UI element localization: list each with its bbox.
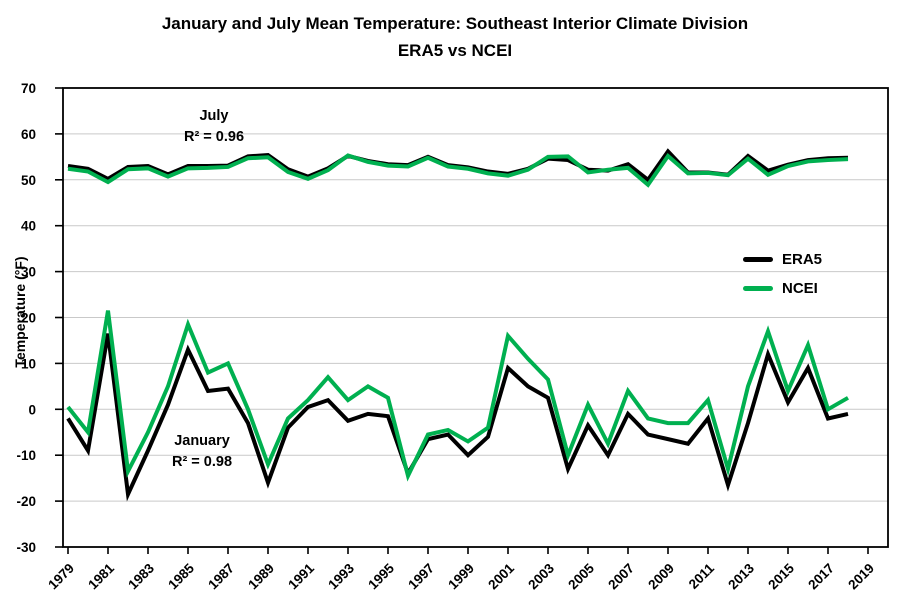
legend-label-ncei: NCEI <box>782 280 818 297</box>
january-r-squared: R² = 0.98 <box>171 454 233 470</box>
x-tick-label: 2019 <box>845 561 877 593</box>
x-tick-label: 1987 <box>205 561 237 593</box>
y-tick-label: 70 <box>21 81 36 96</box>
x-tick-label: 2011 <box>686 560 718 592</box>
x-tick-label: 1993 <box>325 560 357 592</box>
january-annotation: January R² = 0.98 <box>137 431 267 473</box>
era5-line-swatch <box>743 257 773 262</box>
x-tick-label: 2001 <box>485 560 517 592</box>
y-tick-label: 50 <box>21 173 36 188</box>
legend-label-era5: ERA5 <box>782 251 823 268</box>
y-tick-label: -20 <box>16 494 36 509</box>
y-tick-label: 30 <box>21 265 36 280</box>
x-tick-label: 2017 <box>805 561 837 593</box>
series-line-era5-january <box>66 333 849 502</box>
chart-title-line2: ERA5 vs NCEI <box>397 41 513 60</box>
x-tick-label: 2003 <box>525 560 557 592</box>
july-annotation-label: July <box>199 108 229 124</box>
legend-item-ncei: NCEI <box>743 274 822 303</box>
x-tick-label: 1979 <box>45 561 77 593</box>
x-tick-label: 1983 <box>125 560 157 592</box>
y-tick-label: 60 <box>21 127 36 142</box>
july-annotation: July R² = 0.96 <box>149 106 279 148</box>
x-tick-label: 2005 <box>565 560 597 592</box>
x-tick-label: 1999 <box>445 561 477 593</box>
x-tick-label: 2007 <box>605 561 637 593</box>
july-r-squared: R² = 0.96 <box>183 129 245 145</box>
x-tick-label: 2009 <box>645 561 677 593</box>
x-tick-label: 1995 <box>365 560 397 592</box>
y-tick-label: 0 <box>28 402 36 417</box>
chart-title: January and July Mean Temperature: South… <box>0 10 910 64</box>
x-tick-label: 1989 <box>245 561 277 593</box>
chart-legend: ERA5 NCEI <box>743 245 822 303</box>
x-tick-label: 1997 <box>405 561 437 593</box>
x-tick-label: 1985 <box>165 560 197 592</box>
series-line-era5-july <box>67 148 849 183</box>
y-tick-label: -30 <box>16 540 36 555</box>
y-tick-label: -10 <box>16 448 36 463</box>
x-tick-label: 1981 <box>85 560 117 592</box>
y-axis-title: Temperature (°F) <box>12 256 28 368</box>
january-annotation-label: January <box>174 433 230 449</box>
x-tick-label: 1991 <box>285 560 317 592</box>
y-tick-label: 20 <box>21 311 36 326</box>
chart-title-line1: January and July Mean Temperature: South… <box>161 14 749 33</box>
series-line-ncei-july <box>67 152 849 188</box>
ncei-line-swatch <box>743 286 773 291</box>
series-line-ncei-january <box>66 310 849 482</box>
legend-item-era5: ERA5 <box>743 245 822 274</box>
x-tick-label: 2013 <box>725 560 757 592</box>
x-tick-label: 2015 <box>765 560 797 592</box>
y-tick-label: 40 <box>21 219 36 234</box>
y-tick-label: 10 <box>21 356 36 371</box>
